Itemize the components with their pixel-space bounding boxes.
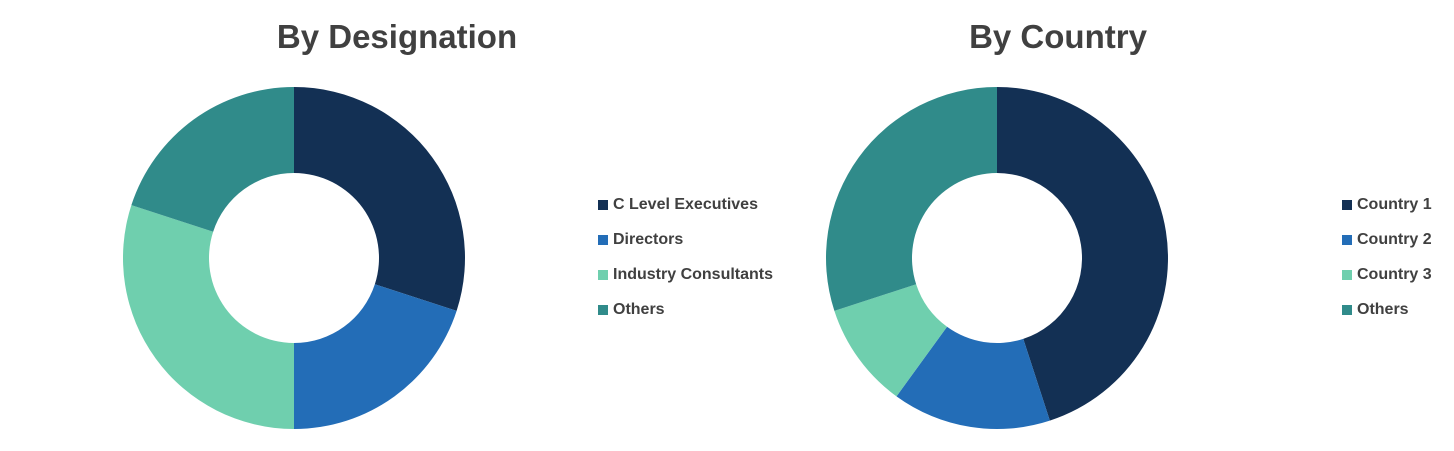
donut-slice-country-3 xyxy=(834,284,948,397)
legend-label: Country 1 xyxy=(1357,196,1432,213)
legend-swatch xyxy=(598,305,608,315)
legend-swatch xyxy=(598,235,608,245)
legend-label: Industry Consultants xyxy=(613,266,774,283)
legend-label: Country 2 xyxy=(1357,231,1432,248)
donut-slice-country-2 xyxy=(896,326,1050,430)
donut-slice-c-level-executives xyxy=(294,87,466,311)
legend-swatch xyxy=(1342,200,1352,210)
donut-slice-directors xyxy=(294,284,457,429)
legend-label: Others xyxy=(613,301,665,318)
legend-swatch xyxy=(1342,270,1352,280)
donut-slice-industry-consultants xyxy=(122,205,294,429)
legend-label: C Level Executives xyxy=(613,196,758,213)
legend-label: Country 3 xyxy=(1357,266,1432,283)
donut-slice-others xyxy=(825,87,997,311)
donut-slice-country-1 xyxy=(997,86,1169,421)
chart-title-country: By Country xyxy=(969,18,1147,55)
donut-slice-others xyxy=(131,87,294,232)
legend-swatch xyxy=(1342,235,1352,245)
legend-swatch xyxy=(1342,305,1352,315)
legend-swatch xyxy=(598,270,608,280)
legend-swatch xyxy=(598,200,608,210)
chart-title-designation: By Designation xyxy=(276,18,518,55)
legend-label: Others xyxy=(1357,301,1409,318)
legend-label: Directors xyxy=(613,231,684,248)
